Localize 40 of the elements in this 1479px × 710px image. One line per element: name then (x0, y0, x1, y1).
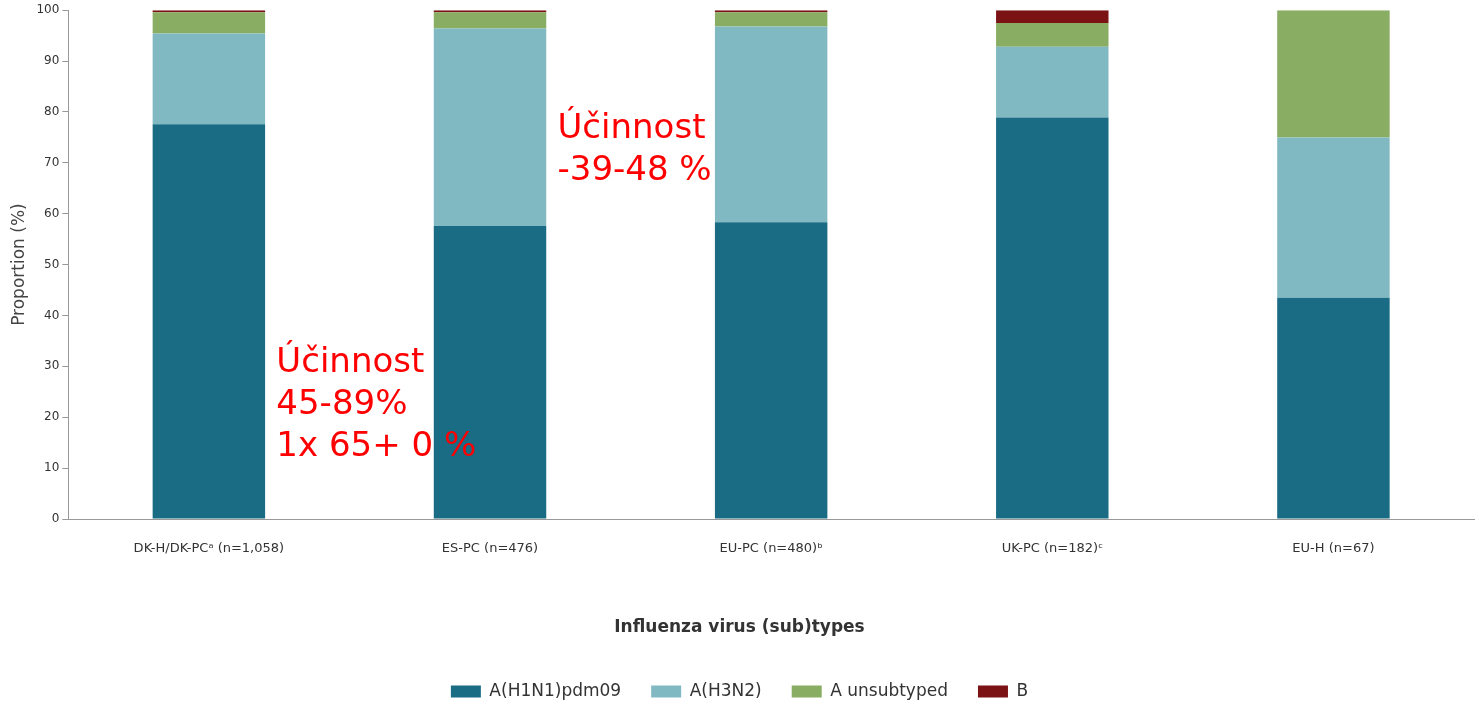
bar (152, 124, 266, 519)
y-tick-label: 10 (44, 460, 60, 475)
bar (433, 225, 547, 519)
bar (996, 22, 1109, 47)
bar (996, 46, 1109, 118)
legend-label: A(H3N2) (689, 679, 762, 700)
bar (152, 12, 266, 34)
x-tick-label: DK-H/DK-PCᵃ (n=1,058) (133, 540, 285, 556)
x-tick-label: ES-PC (n=476) (441, 540, 539, 556)
annotation: Účinnost 45-89% 1x 65+ 0 % (276, 339, 477, 464)
annotation: Účinnost -39-48 % (557, 105, 712, 188)
x-tick-label: UK-PC (n=182)ᶜ (1001, 540, 1103, 556)
bar (714, 12, 828, 27)
x-tick-label: EU-H (n=67) (1292, 540, 1375, 556)
y-axis-title: Proportion (%) (7, 203, 28, 326)
legend-label: A(H1N1)pdm09 (489, 679, 622, 700)
y-tick-label: 30 (44, 358, 60, 373)
y-tick-label: 60 (44, 205, 60, 220)
bar (714, 222, 828, 519)
x-tick-label: EU-PC (n=480)ᵇ (719, 540, 823, 556)
y-tick-label: 50 (44, 256, 60, 271)
y-tick-label: 20 (44, 409, 60, 424)
bar (714, 26, 828, 223)
bar (996, 117, 1109, 519)
y-tick-label: 80 (44, 104, 60, 119)
bar (1277, 137, 1390, 298)
y-tick-label: 100 (36, 2, 60, 17)
legend-label: B (1016, 679, 1029, 700)
bar (433, 12, 547, 29)
bar (152, 33, 266, 125)
legend-title: Influenza virus (sub)types (614, 615, 865, 636)
y-tick-label: 90 (44, 53, 60, 68)
y-tick-label: 70 (44, 154, 60, 169)
bar (433, 28, 547, 226)
bar (1277, 297, 1390, 519)
bar (996, 10, 1109, 23)
legend-label: A unsubtyped (830, 679, 948, 700)
bar (1277, 10, 1390, 138)
y-tick-label: 0 (51, 511, 60, 526)
y-tick-label: 40 (44, 307, 60, 322)
